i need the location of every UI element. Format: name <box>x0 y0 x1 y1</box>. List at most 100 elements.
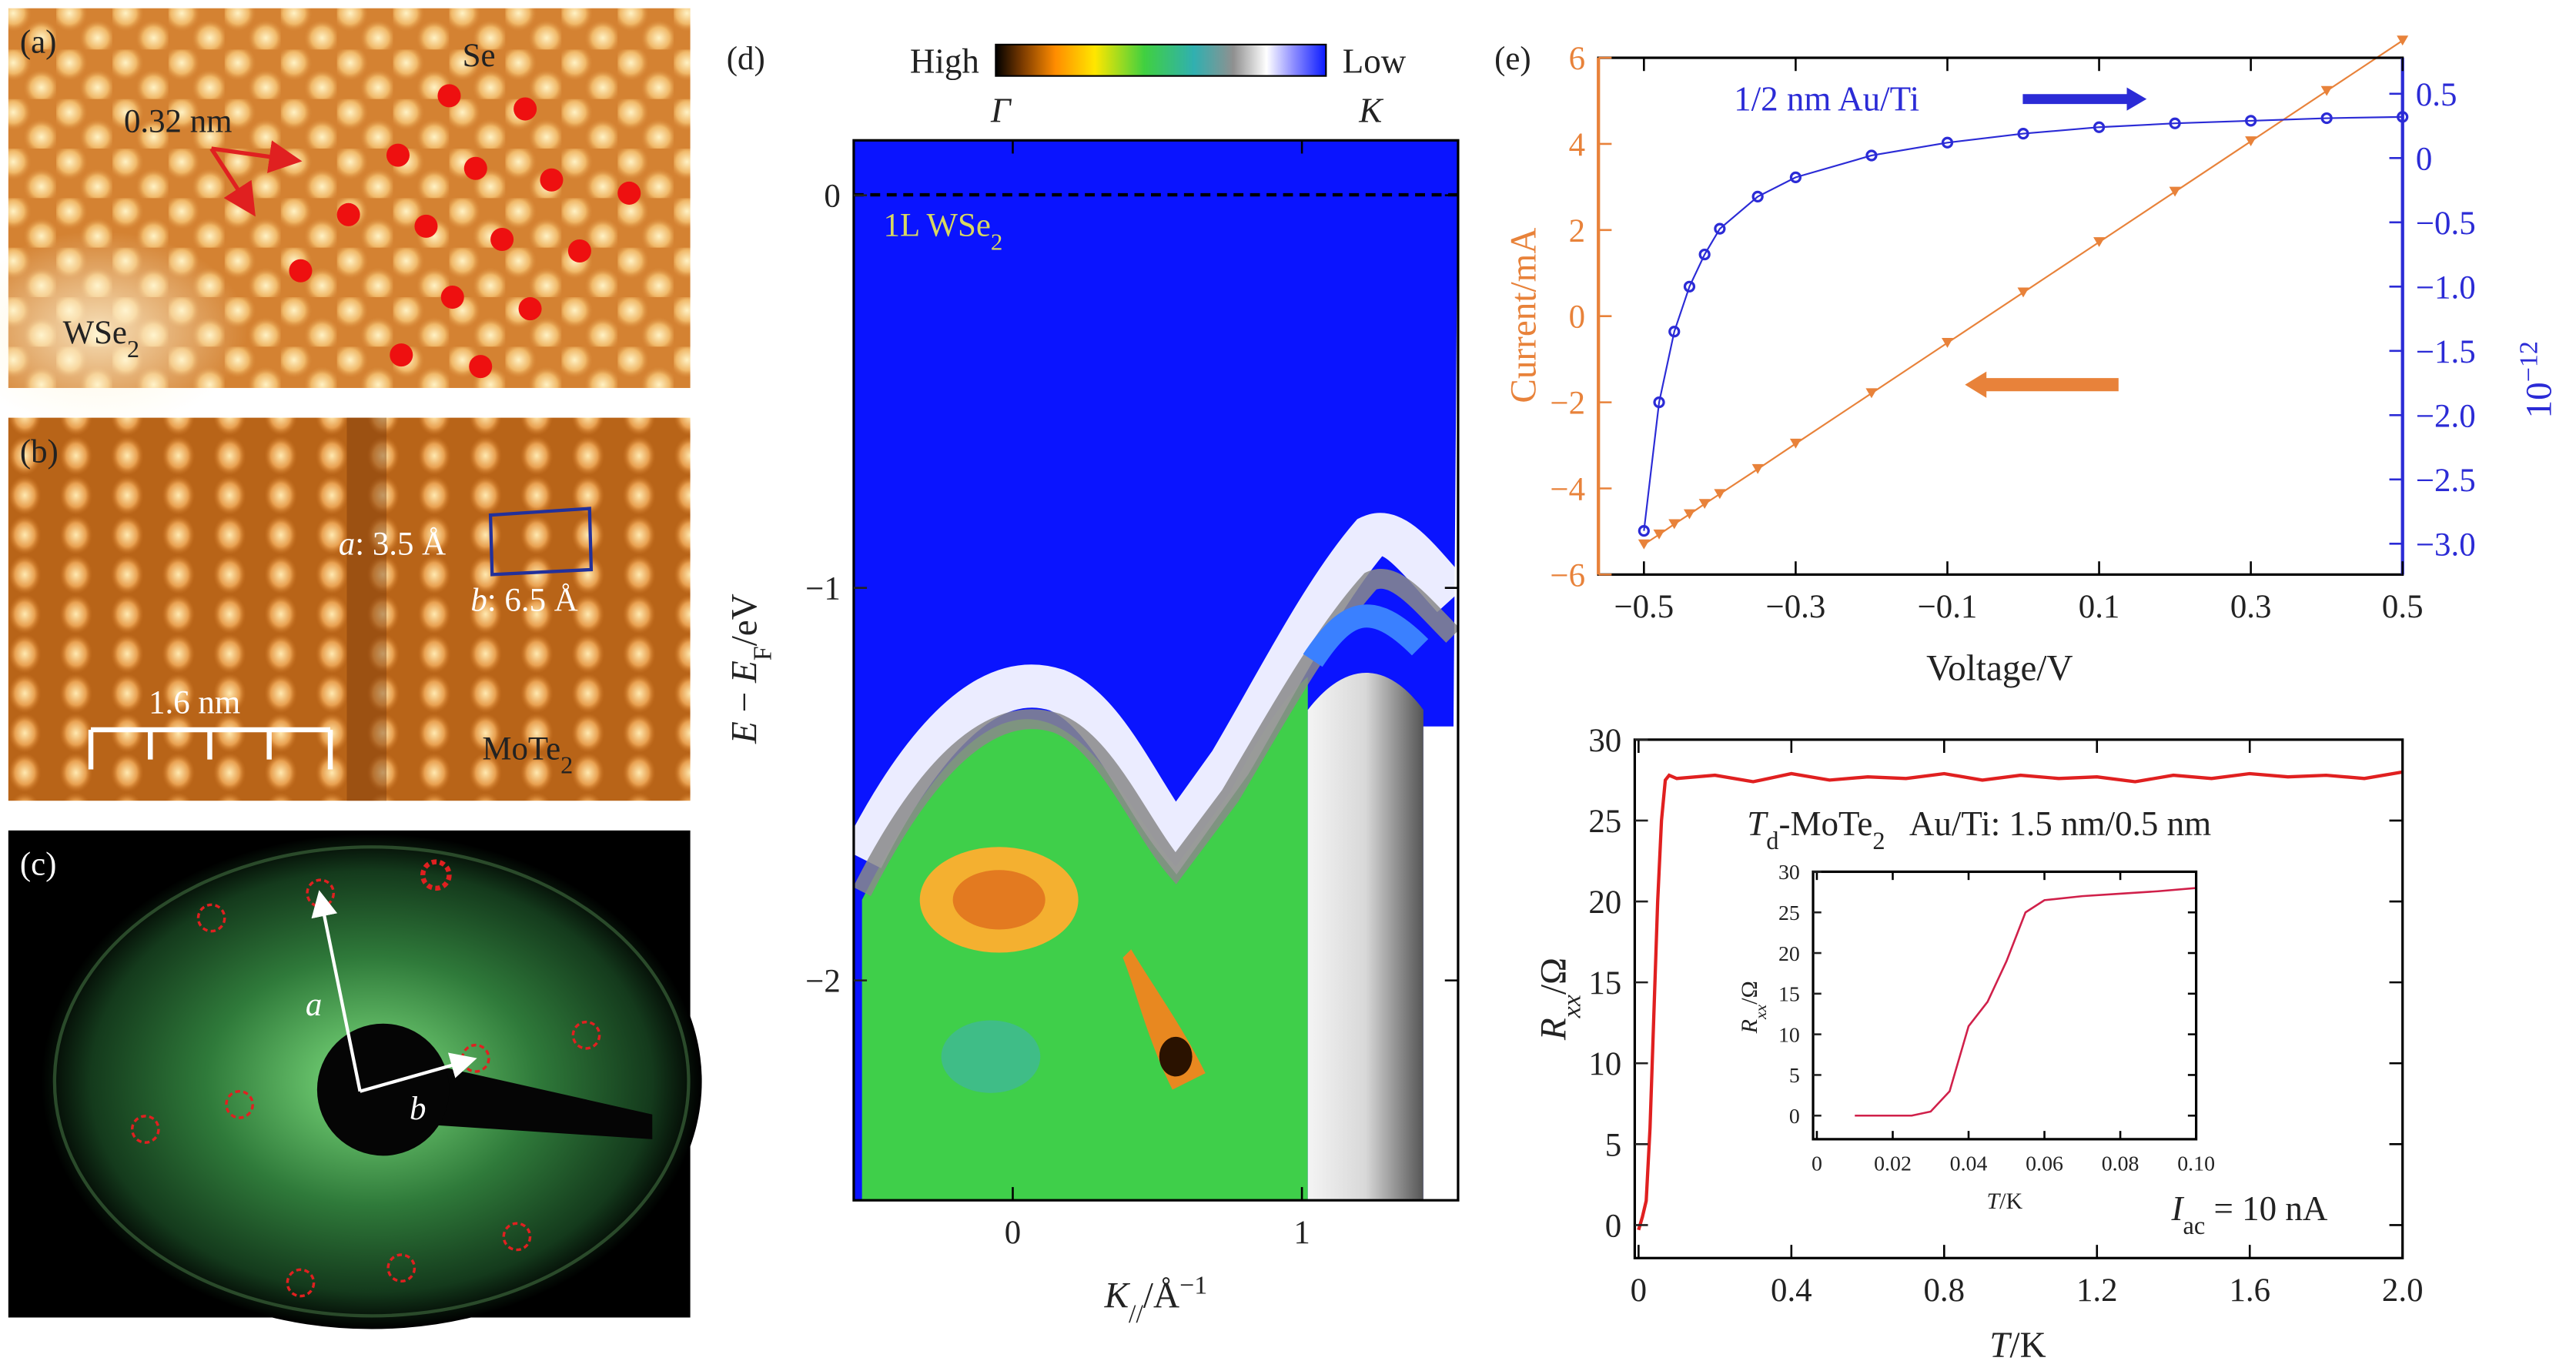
sample-label: 1L WSe2 <box>884 208 1003 256</box>
data-point <box>1751 463 1764 474</box>
label-part: /eV <box>724 594 764 646</box>
data-point <box>1653 529 1665 540</box>
y-tick-label: 4 <box>1569 127 1585 163</box>
colorbar <box>995 43 1327 77</box>
label-part: : 3.5 Å <box>355 527 446 563</box>
y-tick-label: 20 <box>1778 942 1800 966</box>
data-point <box>1698 248 1711 261</box>
material-label: WSe2 <box>63 315 139 363</box>
label-part: F <box>748 646 777 660</box>
label-part: T <box>1986 1189 2001 1214</box>
label-part: /K <box>1999 1189 2022 1214</box>
x-tick-label: 0 <box>1631 1272 1647 1309</box>
label-part: d <box>1766 828 1778 855</box>
stm-image <box>8 417 691 801</box>
data-point <box>2169 186 2181 197</box>
label-part: 1L WSe <box>884 208 991 244</box>
data-point <box>1638 524 1650 537</box>
data-point <box>2320 85 2333 96</box>
label-part: Au/Ti: 1.5 nm/0.5 nm <box>1885 804 2212 843</box>
label-part: a <box>339 527 355 563</box>
label-part: = 10 nA <box>2205 1189 2328 1228</box>
spacing-label: 0.32 nm <box>124 104 233 140</box>
data-point <box>1683 280 1696 293</box>
plot-frame <box>1633 738 2404 1259</box>
panel-a: (a) Se 0.32 nm WSe2 <box>0 8 691 430</box>
dark-stripe <box>346 417 386 801</box>
label-part: MoTe <box>482 731 560 767</box>
x-tick-label: 0.4 <box>1771 1272 1812 1309</box>
y-tick-label: −6 <box>1550 557 1585 594</box>
data-point <box>1714 489 1726 500</box>
y-tick-label: −2 <box>1550 386 1585 422</box>
gun-shadow <box>316 1023 450 1156</box>
y2-tick-label: −1.5 <box>2416 334 2476 370</box>
y-tick-label: 15 <box>1778 983 1800 1007</box>
x-tick-label: 2.0 <box>2382 1272 2424 1309</box>
colorbar-high: High <box>910 42 979 80</box>
data-point <box>1668 519 1681 530</box>
vector-b-label: b <box>410 1091 426 1127</box>
label-part: xx <box>1751 1004 1770 1020</box>
x-tick-label: 0.04 <box>1950 1152 1988 1176</box>
vector-b <box>360 1052 477 1093</box>
label-part: R <box>1534 1018 1574 1041</box>
leed-ring <box>52 845 691 1318</box>
data-point <box>1865 388 1878 399</box>
y2-tick-label: −2.0 <box>2416 398 2476 434</box>
annotation: Iac = 10 nA <box>2170 1189 2327 1240</box>
y2-tick-label: −1.0 <box>2416 269 2476 306</box>
arpes-image <box>853 140 1458 1201</box>
y2-tick-label: −3.0 <box>2416 527 2476 563</box>
scale-label: 1.6 nm <box>149 685 240 721</box>
label-part: 2 <box>1872 828 1885 855</box>
panel-c: (c) a b <box>8 830 702 1329</box>
x-tick-label: −0.5 <box>1614 589 1674 625</box>
panel-label: (b) <box>20 434 59 470</box>
y-tick-label: 0 <box>1569 299 1585 336</box>
inset-bg <box>1813 871 2196 1139</box>
arrow <box>211 140 303 173</box>
x-tick-label: 0.1 <box>2079 589 2120 625</box>
data-point <box>1638 539 1650 550</box>
label-part: /Å <box>1143 1276 1179 1316</box>
label-part: /K <box>2010 1326 2046 1366</box>
y-tick-label: 25 <box>1778 901 1800 925</box>
annotation: 1/2 nm Au/Ti <box>1734 80 1919 119</box>
y-tick-label: −1 <box>805 571 841 607</box>
y-tick-label: 30 <box>1588 723 1621 759</box>
data-line <box>1643 39 2404 546</box>
x-axis-label: T/K <box>1989 1326 2046 1366</box>
y-tick-label: 2 <box>1569 213 1585 249</box>
data-point <box>1653 396 1665 409</box>
plot-frame <box>1812 870 2198 1141</box>
atom-markers <box>289 84 641 379</box>
y-axis-label: E − EF/eV <box>724 594 776 744</box>
data-point <box>2093 121 2106 133</box>
y-tick-label: 20 <box>1588 884 1621 921</box>
arrow-head <box>2126 87 2147 111</box>
unit-cell <box>488 507 594 577</box>
data-line <box>1643 115 2403 531</box>
x-tick-label: 0.5 <box>2382 589 2424 625</box>
data-point <box>2093 237 2106 247</box>
data-point <box>2017 127 2029 140</box>
scale-bar <box>88 727 333 770</box>
label-part: R <box>1737 1019 1762 1034</box>
x-axis-label: K///Å−1 <box>1104 1271 1208 1328</box>
k-label: K <box>1358 92 1383 130</box>
x-tick-label: 0.10 <box>2177 1152 2215 1176</box>
label-part: K <box>1104 1276 1131 1316</box>
panel-label: (c) <box>20 847 57 883</box>
label-part: 2 <box>560 751 573 779</box>
annotation: Td-MoTe2 Au/Ti: 1.5 nm/0.5 nm <box>1747 804 2211 855</box>
x-tick-label: 0 <box>1812 1152 1822 1176</box>
label-part: // <box>1129 1299 1143 1328</box>
x-tick-label: 0.8 <box>1924 1272 1965 1309</box>
data-point <box>2320 112 2333 125</box>
gamma-label: Γ <box>990 92 1012 130</box>
label-part: WSe <box>63 315 127 351</box>
y-tick-label: 0 <box>1605 1208 1621 1244</box>
data-point <box>2017 287 2029 298</box>
